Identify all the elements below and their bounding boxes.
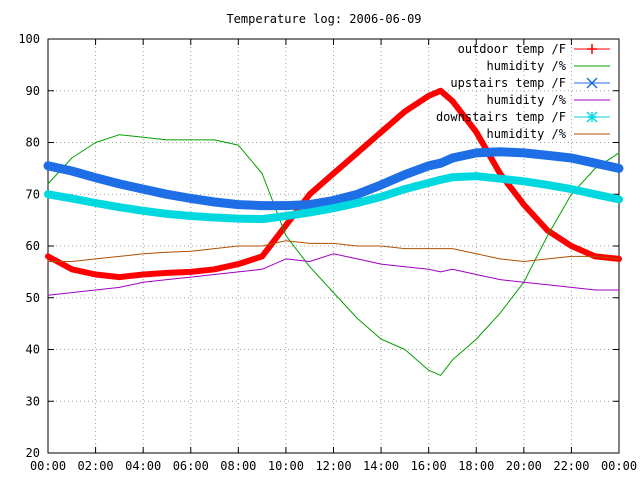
- x-tick-label: 00:00: [30, 459, 66, 473]
- legend-label: humidity /%: [487, 93, 567, 107]
- x-tick-label: 14:00: [363, 459, 399, 473]
- legend-label: upstairs temp /F: [450, 76, 566, 90]
- y-tick-label: 90: [26, 84, 40, 98]
- x-tick-label: 10:00: [268, 459, 304, 473]
- x-tick-label: 16:00: [411, 459, 447, 473]
- x-tick-label: 00:00: [601, 459, 637, 473]
- x-tick-label: 22:00: [553, 459, 589, 473]
- y-tick-label: 50: [26, 291, 40, 305]
- legend-label: outdoor temp /F: [458, 42, 566, 56]
- x-tick-label: 04:00: [125, 459, 161, 473]
- legend-label: humidity /%: [487, 59, 567, 73]
- x-tick-label: 06:00: [173, 459, 209, 473]
- x-tick-label: 20:00: [506, 459, 542, 473]
- x-tick-label: 18:00: [458, 459, 494, 473]
- x-tick-label: 02:00: [78, 459, 114, 473]
- x-tick-label: 08:00: [220, 459, 256, 473]
- y-tick-label: 80: [26, 136, 40, 150]
- y-tick-label: 100: [18, 32, 40, 46]
- legend-marker: [587, 112, 597, 122]
- legend-label: downstairs temp /F: [436, 110, 566, 124]
- legend: outdoor temp /F humidity /% upstairs temp …: [436, 42, 610, 141]
- y-tick-label: 70: [26, 187, 40, 201]
- y-tick-label: 20: [26, 446, 40, 460]
- y-tick-label: 60: [26, 239, 40, 253]
- chart-title: Temperature log: 2006-06-09: [226, 12, 421, 26]
- y-tick-label: 40: [26, 343, 40, 357]
- legend-marker: [587, 44, 597, 54]
- x-tick-label: 12:00: [315, 459, 351, 473]
- y-tick-label: 30: [26, 394, 40, 408]
- legend-label: humidity /%: [487, 127, 567, 141]
